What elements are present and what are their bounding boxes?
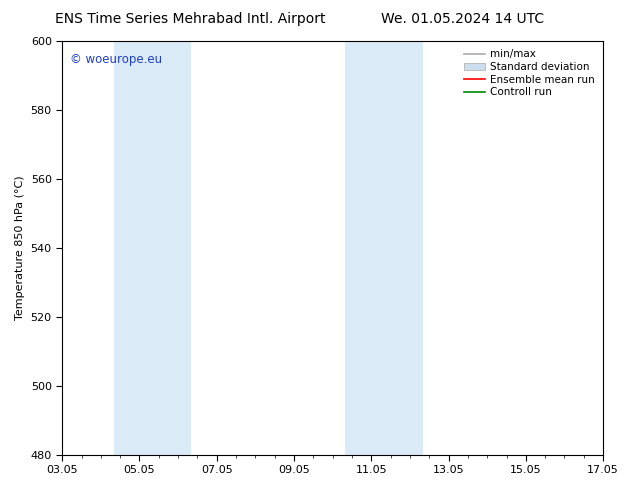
Y-axis label: Temperature 850 hPa (°C): Temperature 850 hPa (°C)	[15, 175, 25, 320]
Text: We. 01.05.2024 14 UTC: We. 01.05.2024 14 UTC	[381, 12, 545, 26]
Bar	[346, 41, 423, 455]
Text: ENS Time Series Mehrabad Intl. Airport: ENS Time Series Mehrabad Intl. Airport	[55, 12, 325, 26]
Text: © woeurope.eu: © woeurope.eu	[70, 53, 162, 67]
Bar	[113, 41, 191, 455]
Legend: min/max, Standard deviation, Ensemble mean run, Controll run: min/max, Standard deviation, Ensemble me…	[461, 46, 598, 100]
